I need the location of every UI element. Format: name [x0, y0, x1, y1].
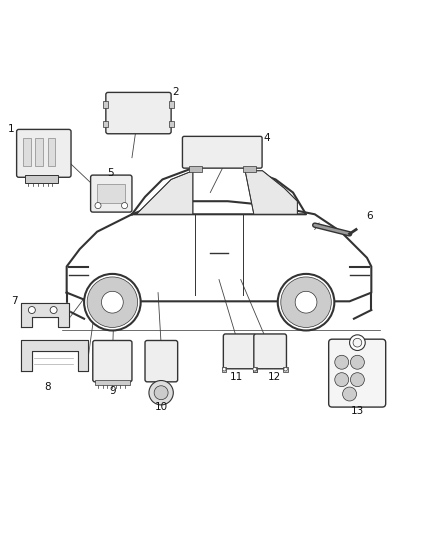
Circle shape: [154, 386, 168, 400]
FancyBboxPatch shape: [145, 341, 178, 382]
Polygon shape: [245, 171, 297, 214]
FancyBboxPatch shape: [183, 136, 262, 168]
Text: 6: 6: [366, 212, 372, 221]
Text: 13: 13: [351, 407, 364, 416]
Circle shape: [95, 203, 101, 208]
Text: 11: 11: [230, 373, 243, 383]
Circle shape: [350, 356, 364, 369]
Text: 8: 8: [44, 382, 50, 392]
Text: 7: 7: [11, 296, 18, 306]
FancyBboxPatch shape: [223, 334, 256, 369]
Text: 2: 2: [172, 87, 179, 98]
Bar: [103, 120, 108, 127]
Bar: [35, 138, 43, 166]
FancyBboxPatch shape: [328, 339, 386, 407]
Circle shape: [149, 381, 173, 405]
Bar: [103, 101, 108, 108]
Bar: [243, 166, 256, 172]
Circle shape: [335, 373, 349, 386]
Bar: [222, 367, 226, 372]
Circle shape: [353, 338, 362, 347]
Circle shape: [278, 274, 334, 330]
FancyBboxPatch shape: [106, 92, 171, 134]
Circle shape: [335, 356, 349, 369]
Circle shape: [28, 306, 35, 313]
FancyBboxPatch shape: [93, 341, 132, 382]
Bar: [47, 138, 55, 166]
Circle shape: [102, 292, 123, 313]
Circle shape: [284, 367, 287, 371]
Bar: [169, 101, 174, 108]
Circle shape: [223, 367, 226, 371]
Circle shape: [50, 306, 57, 313]
Circle shape: [253, 367, 256, 371]
FancyBboxPatch shape: [91, 175, 132, 212]
Text: 9: 9: [109, 385, 116, 395]
Bar: [95, 379, 130, 385]
Circle shape: [343, 387, 357, 401]
Circle shape: [121, 203, 127, 208]
Text: 4: 4: [264, 133, 270, 143]
Polygon shape: [136, 171, 193, 214]
Circle shape: [281, 277, 331, 327]
Text: 12: 12: [268, 373, 281, 383]
Circle shape: [253, 367, 257, 371]
Text: 10: 10: [155, 402, 168, 411]
Circle shape: [87, 277, 138, 327]
Circle shape: [350, 335, 365, 351]
Bar: [283, 367, 288, 372]
Circle shape: [84, 274, 141, 330]
Circle shape: [350, 373, 364, 386]
Bar: [25, 175, 58, 183]
Text: 5: 5: [107, 168, 113, 178]
Bar: [253, 367, 257, 372]
Bar: [169, 120, 174, 127]
Bar: [97, 184, 125, 204]
Bar: [253, 367, 257, 372]
Circle shape: [295, 292, 317, 313]
Bar: [188, 166, 201, 172]
Bar: [23, 138, 31, 166]
Polygon shape: [21, 341, 88, 371]
FancyBboxPatch shape: [17, 130, 71, 177]
Text: 1: 1: [7, 124, 14, 134]
Polygon shape: [21, 303, 69, 327]
FancyBboxPatch shape: [254, 334, 286, 369]
